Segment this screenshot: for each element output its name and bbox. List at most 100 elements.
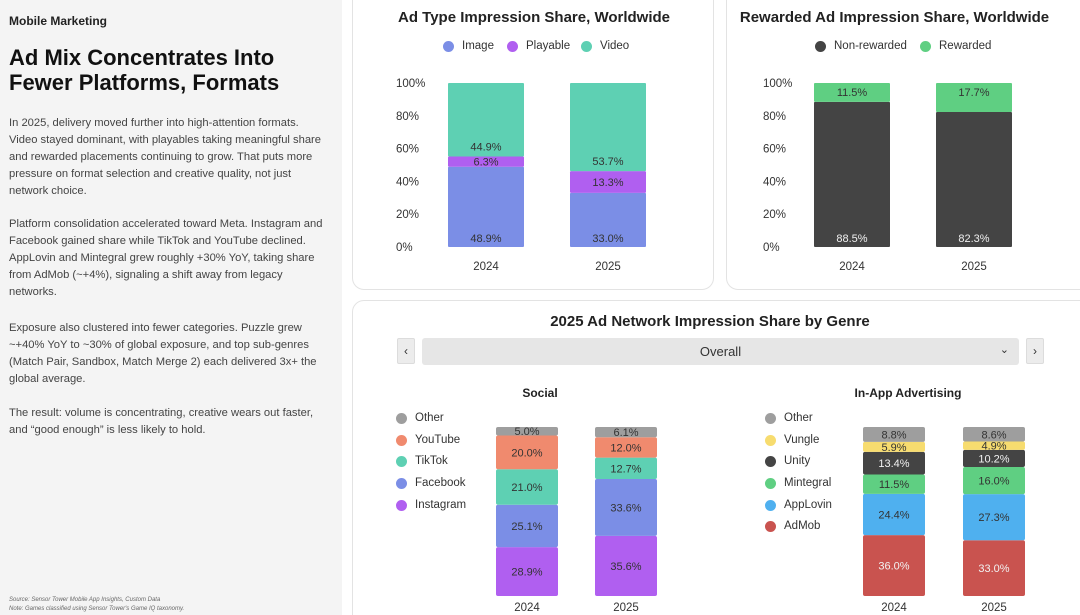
ad_type-label-playable-2024: 6.3% [473,157,498,169]
legend-instagram-swatch [396,499,407,511]
rewarded-ytick-40: 40% [763,176,786,188]
inapp-label-mintegral-2025: 16.0% [978,476,1009,488]
rewarded-bar-non-rewarded-2024 [814,101,890,247]
legend-mintegral-label: Mintegral [784,477,832,489]
taxonomy-note: Note: Games classified using Sensor Towe… [9,606,185,612]
social-bar-other-2025 [595,427,657,438]
social-label-other-2024: 5.0% [514,426,539,438]
genre-select[interactable]: Overall ⌄ [422,338,1019,365]
inapp-label-vungle-2024: 5.9% [881,442,906,454]
legend-vungle-label: Vungle [784,434,820,446]
social-bar-instagram-2025 [595,535,657,596]
social-bar-instagram-2024 [496,547,558,596]
page-title: Ad Mix Concentrates Into Fewer Platforms… [9,45,280,95]
legend-unity-swatch [765,455,776,467]
ad-type-title: Ad Type Impression Share, Worldwide [398,9,670,26]
ad_type-ytick-60: 60% [396,144,419,156]
ad_type-bar-image-2024 [448,166,524,247]
rewarded-title: Rewarded Ad Impression Share, Worldwide [739,9,1050,26]
genre-card: 2025 Ad Network Impression Share by Genr… [352,300,1080,615]
genre-select-value: Overall [699,344,742,359]
legend-mintegral-swatch [765,477,776,489]
ad_type-bar-playable-2024 [448,156,524,167]
social-bar-tiktok-2025 [595,457,657,480]
ad_type-ytick-40: 40% [396,176,419,188]
inapp-bar-vungle-2024 [863,441,925,452]
rewarded-label-non-rewarded-2025: 82.3% [958,233,989,245]
legend-playable-label: Playable [526,40,571,52]
rewarded-ytick-80: 80% [763,111,786,123]
legend-facebook: Facebook [396,477,466,489]
inapp-bar-vungle-2025 [963,441,1025,450]
legend-facebook-swatch [396,477,407,489]
paragraph-1: In 2025, delivery moved further into hig… [9,117,321,197]
rewarded-ytick-100: 100% [763,78,792,90]
inapp-xtick-2024: 2024 [881,602,907,614]
legend-tiktok-swatch [396,455,407,467]
rewarded-label-rewarded-2025: 17.7% [958,87,989,99]
inapp-bar-unity-2025 [963,449,1025,468]
legend-mintegral: Mintegral [765,477,831,489]
paragraph-2: Platform consolidation accelerated towar… [9,218,323,298]
inapp-bar-mintegral-2024 [863,474,925,494]
paragraph-4: The result: volume is concentrating, cre… [9,407,314,436]
social-xtick-2024: 2024 [514,602,540,614]
rewarded-label-rewarded-2024: 11.5% [837,87,868,99]
social-label-facebook-2025: 33.6% [610,502,641,514]
legend-instagram: Instagram [396,499,466,511]
inapp-bar-mintegral-2025 [963,467,1025,495]
inapp-label-applovin-2024: 24.4% [878,510,909,522]
social-label-other-2025: 6.1% [613,427,638,439]
inapp-label-unity-2024: 13.4% [878,458,909,470]
prev-genre-button[interactable]: ‹ [397,338,415,364]
ad-type-card: Ad Type Impression Share, Worldwide Imag… [352,0,714,290]
legend-tiktok: TikTok [396,455,448,467]
genre-title: 2025 Ad Network Impression Share by Genr… [550,313,870,330]
inapp-label-applovin-2025: 27.3% [978,512,1009,524]
inapp-bar-other-2024 [863,427,925,442]
social-title: Social [522,386,558,400]
social-bar-youtube-2024 [496,435,558,470]
rewarded-xtick-2025: 2025 [961,261,987,273]
inapp-bar-applovin-2025 [963,494,1025,541]
legend-applovin: AppLovin [765,499,832,511]
legend-youtube-swatch [396,434,407,446]
inapp-label-other-2024: 8.8% [881,429,906,441]
ad_type-label-video-2024: 44.9% [470,141,501,153]
legend-image: Image [443,40,494,52]
inapp-bar-applovin-2024 [863,493,925,536]
social-bar-youtube-2025 [595,437,657,458]
chevron-down-icon: ⌄ [999,344,1009,356]
legend-vungle: Vungle [765,434,819,446]
legend-rewarded-swatch [920,40,931,52]
ad_type-label-image-2025: 33.0% [592,233,623,245]
rewarded-xtick-2024: 2024 [839,261,865,273]
legend-image-swatch [443,40,454,52]
genre-charts: 28.9% 25.1% 21.0% 20.0% 5.0% 2024 35.6% 33.6% 12… [496,426,1025,614]
social-label-youtube-2025: 12.0% [610,442,641,454]
social-bar-tiktok-2024 [496,469,558,505]
ad_type-ytick-80: 80% [396,111,419,123]
legend-applovin-label: AppLovin [784,499,832,511]
ad_type-bar-image-2025 [570,192,646,247]
next-genre-button[interactable]: › [1026,338,1044,364]
ad_type-label-playable-2025: 13.3% [592,177,623,189]
legend-rewarded: Rewarded [920,40,991,52]
social-label-facebook-2024: 25.1% [511,521,542,533]
legend-applovin-swatch [765,499,776,511]
inapp-label-admob-2025: 33.0% [978,563,1009,575]
legend-non-rewarded-swatch [815,40,826,52]
rewarded-ytick-60: 60% [763,144,786,156]
legend-admob-swatch [765,520,776,532]
legend-youtube-label: YouTube [415,434,461,446]
inapp-label-unity-2025: 10.2% [978,453,1009,465]
inapp-xtick-2025: 2025 [981,602,1007,614]
legend-video: Video [581,40,629,52]
social-label-tiktok-2024: 21.0% [511,482,542,494]
legend-youtube: YouTube [396,434,460,446]
rewarded-card: Rewarded Ad Impression Share, Worldwide … [726,0,1080,290]
legend-rewarded-label: Rewarded [939,40,992,52]
legend-unity: Unity [765,455,810,467]
inapp-bar-unity-2024 [863,451,925,475]
